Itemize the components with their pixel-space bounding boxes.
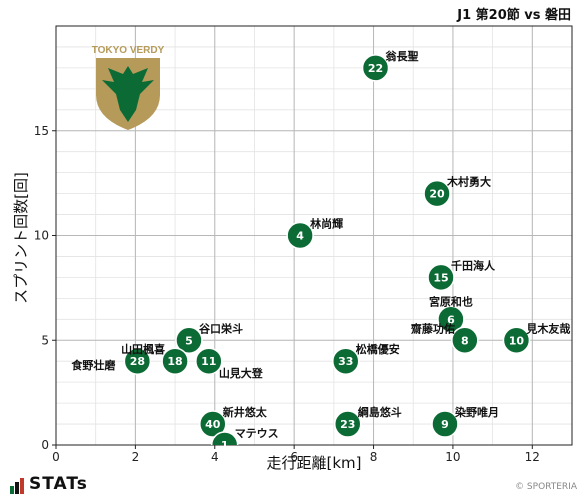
point-label: 山見大登 [219, 366, 264, 380]
point-marker [423, 179, 451, 208]
point-marker [199, 410, 227, 438]
point-number: 20 [429, 188, 445, 201]
data-point: 9 染野唯月 [431, 405, 499, 438]
point-number: 9 [441, 418, 449, 431]
eagle-icon [102, 66, 154, 122]
y-axis-label: スプリント回数[回] [12, 172, 30, 304]
y-tick-label: 15 [34, 124, 49, 138]
data-point: 6 宮原和也 [429, 294, 473, 334]
copyright: © SPORTERIA [515, 482, 577, 492]
y-tick-label: 5 [41, 333, 49, 347]
point-number: 10 [509, 334, 525, 347]
data-point: 4 林尚輝 [286, 217, 343, 250]
point-label: 谷口栄斗 [199, 321, 243, 335]
point-marker [123, 347, 152, 375]
point-marker [361, 54, 390, 82]
point-marker [451, 326, 479, 354]
point-number: 1 [221, 439, 229, 452]
point-number: 22 [368, 62, 383, 75]
point-marker [431, 410, 459, 438]
x-axis-label: 走行距離[km] [266, 454, 361, 470]
point-label: 千田海人 [451, 258, 496, 272]
point-marker [175, 326, 203, 354]
x-tick-label: 2 [132, 450, 140, 464]
data-point: 8 齋藤功佑 [410, 321, 479, 354]
point-marker [210, 431, 239, 445]
point-marker [195, 347, 223, 375]
x-tick-label: 8 [370, 450, 378, 464]
point-number: 4 [296, 230, 304, 243]
brand-text: STATs [29, 474, 88, 494]
point-number: 11 [201, 355, 216, 368]
point-marker [437, 305, 465, 334]
point-label: 新井悠太 [223, 405, 268, 419]
point-label: 齋藤功佑 [410, 321, 455, 335]
point-marker [286, 221, 314, 250]
point-label: 宮原和也 [429, 294, 473, 308]
point-number: 6 [447, 313, 455, 326]
point-number: 40 [205, 418, 221, 431]
point-label: 見木友哉 [525, 321, 570, 335]
bars-icon [10, 474, 25, 494]
point-marker [332, 347, 360, 375]
x-tick-label: 4 [211, 450, 219, 464]
data-point: 28 食野壮磨 [71, 347, 152, 375]
point-label: 木村勇大 [446, 175, 491, 189]
point-number: 33 [338, 355, 353, 368]
chart-title: J1 第20節 vs 磐田 [457, 8, 571, 23]
logo-text: TOKYO VERDY [92, 45, 165, 56]
point-label: 林尚輝 [310, 217, 343, 231]
point-label: 山田楓喜 [121, 342, 165, 356]
point-number: 8 [461, 334, 469, 347]
point-label: 食野壮磨 [71, 358, 116, 372]
point-number: 18 [167, 355, 182, 368]
y-tick-label: 0 [41, 438, 49, 452]
x-tick-label: 0 [52, 450, 60, 464]
point-marker [502, 326, 531, 354]
x-tick-label: 12 [525, 450, 540, 464]
point-number: 23 [340, 418, 355, 431]
point-label: マテウス [235, 427, 279, 440]
point-label: 染野唯月 [455, 405, 499, 419]
data-point: 1 マテウス [210, 427, 279, 452]
x-tick-label: 6 [290, 450, 298, 464]
point-label: 松橋優安 [356, 342, 400, 356]
point-label: 翁長聖 [386, 49, 419, 63]
y-tick-label: 10 [34, 229, 49, 243]
point-number: 15 [433, 271, 448, 284]
point-number: 28 [130, 355, 145, 368]
x-tick-label: 10 [445, 450, 460, 464]
point-number: 5 [185, 334, 193, 347]
point-marker [333, 410, 362, 438]
point-label: 綱島悠斗 [358, 405, 402, 419]
brand-logo: STATs [10, 474, 88, 494]
data-point: 5 谷口栄斗 [175, 321, 243, 354]
point-marker [427, 263, 455, 292]
point-marker [161, 347, 189, 375]
team-logo: TOKYO VERDY [92, 45, 165, 130]
